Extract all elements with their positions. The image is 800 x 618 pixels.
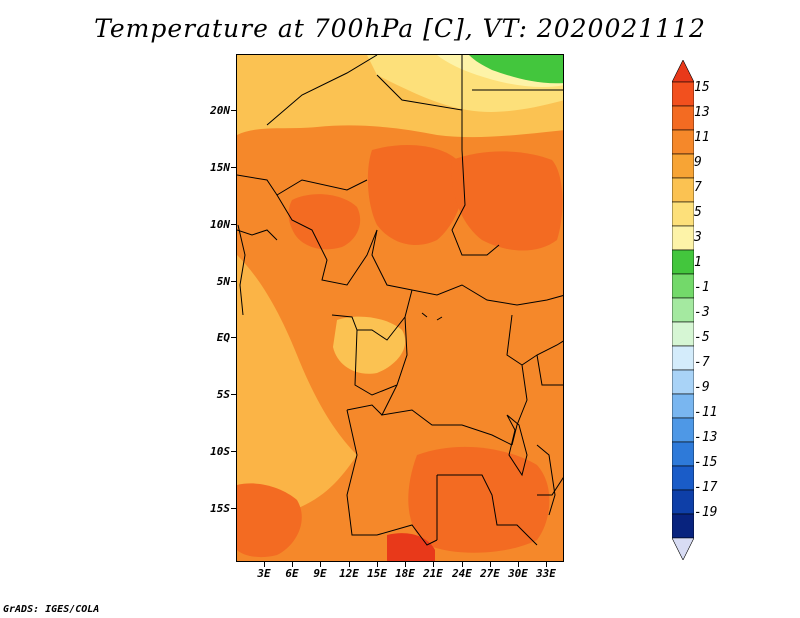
lon-tick <box>320 562 321 567</box>
temp-band-coast <box>237 255 357 525</box>
lon-tick <box>349 562 350 567</box>
lon-label: 30E <box>508 567 528 580</box>
colorbar-segment <box>672 129 694 155</box>
temp-band-11-13-nigeria <box>288 194 361 250</box>
colorbar-segment <box>672 537 694 560</box>
lon-tick <box>462 562 463 567</box>
colorbar-label: -7 <box>694 355 710 370</box>
colorbar-segment <box>672 153 694 179</box>
colorbar-segment <box>672 273 694 299</box>
colorbar-label: -9 <box>694 380 710 395</box>
colorbar-segment <box>672 321 694 347</box>
lon-label: 21E <box>423 567 443 580</box>
map-canvas <box>237 55 563 561</box>
lat-tick <box>231 451 236 452</box>
lon-label: 18E <box>395 567 415 580</box>
colorbar-label: 7 <box>694 180 702 195</box>
colorbar-label: -15 <box>694 455 718 470</box>
lat-tick <box>231 167 236 168</box>
colorbar-segment <box>672 225 694 251</box>
lat-label: 5N <box>216 275 230 288</box>
colorbar-label: -5 <box>694 330 710 345</box>
lon-tick <box>292 562 293 567</box>
lon-label: 24E <box>452 567 472 580</box>
lon-label: 33E <box>536 567 556 580</box>
temp-band-11-13-south <box>408 446 550 553</box>
temperature-map <box>236 54 564 562</box>
colorbar-segment <box>672 177 694 203</box>
colorbar <box>672 60 694 560</box>
lon-tick <box>518 562 519 567</box>
colorbar-label: -11 <box>694 405 718 420</box>
lon-tick <box>546 562 547 567</box>
colorbar-segment <box>672 465 694 491</box>
temp-band-5-7-central <box>333 316 406 374</box>
colorbar-segment <box>672 345 694 371</box>
colorbar-label: 1 <box>694 255 702 270</box>
colorbar-segment <box>672 81 694 107</box>
colorbar-label: -1 <box>694 280 710 295</box>
lat-label: 5S <box>216 388 230 401</box>
colorbar-segment <box>672 297 694 323</box>
colorbar-label: -3 <box>694 305 710 320</box>
lat-label: 15N <box>210 161 230 174</box>
lon-label: 6E <box>285 567 299 580</box>
colorbar-label: -19 <box>694 505 718 520</box>
colorbar-segment <box>672 105 694 131</box>
lon-tick <box>405 562 406 567</box>
lon-tick <box>377 562 378 567</box>
lat-tick <box>231 224 236 225</box>
lat-tick <box>231 394 236 395</box>
temp-band-11-13-chad <box>367 145 464 245</box>
lon-label: 9E <box>313 567 327 580</box>
lat-tick <box>231 508 236 509</box>
temp-band-cold-green <box>469 55 563 84</box>
colorbar-label: 3 <box>694 230 702 245</box>
lon-label: 27E <box>480 567 500 580</box>
colorbar-label: -13 <box>694 430 718 445</box>
lat-label: 20N <box>210 104 230 117</box>
colorbar-segment <box>672 201 694 227</box>
colorbar-label: 15 <box>694 80 710 95</box>
colorbar-segment <box>672 417 694 443</box>
country-borders <box>237 55 563 546</box>
colorbar-label: 11 <box>694 130 710 145</box>
lat-tick <box>231 337 236 338</box>
lat-label: 10N <box>210 218 230 231</box>
lat-label: EQ <box>216 331 230 344</box>
colorbar-segment <box>672 369 694 395</box>
colorbar-label: 5 <box>694 205 702 220</box>
lon-tick <box>433 562 434 567</box>
colorbar-segment <box>672 393 694 419</box>
temp-band-11-13-sudan <box>451 151 563 251</box>
lon-tick <box>264 562 265 567</box>
colorbar-segment <box>672 60 694 83</box>
lon-tick <box>490 562 491 567</box>
temp-band-11-13-sw <box>237 483 302 558</box>
lon-label: 12E <box>339 567 359 580</box>
lon-label: 3E <box>257 567 271 580</box>
colorbar-label: -17 <box>694 480 718 495</box>
grads-credit: GrADS: IGES/COLA <box>3 604 100 615</box>
lon-label: 15E <box>367 567 387 580</box>
lat-tick <box>231 110 236 111</box>
lat-tick <box>231 281 236 282</box>
colorbar-segment <box>672 441 694 467</box>
map-title: Temperature at 700hPa [C], VT: 202002111… <box>94 14 706 43</box>
colorbar-segment <box>672 513 694 539</box>
lat-label: 15S <box>210 502 230 515</box>
lat-label: 10S <box>210 445 230 458</box>
colorbar-segment <box>672 489 694 515</box>
colorbar-label: 9 <box>694 155 702 170</box>
colorbar-segment <box>672 249 694 275</box>
colorbar-label: 13 <box>694 105 710 120</box>
